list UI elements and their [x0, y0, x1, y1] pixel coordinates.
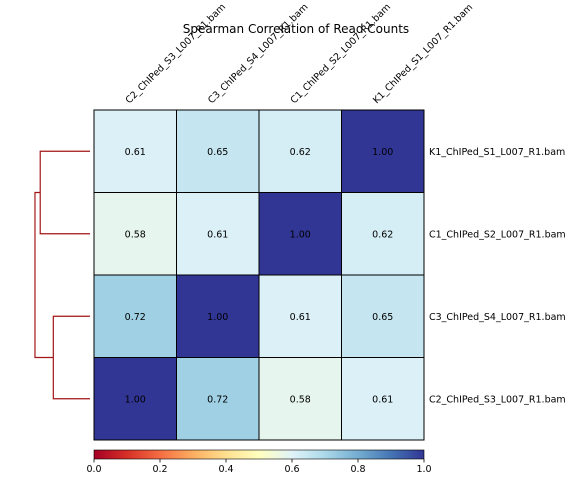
cell-value-label: 0.72 — [207, 394, 228, 405]
dendrogram-branch — [34, 191, 54, 359]
cell-value-label: 0.61 — [207, 229, 228, 240]
heatmap-cell — [258, 274, 342, 358]
cell-value-label: 1.00 — [372, 147, 393, 158]
heatmap-cells: 0.61 0.65 0.62 1.00 0.58 0.61 1.00 0.62 0.72 1.00… — [93, 109, 425, 441]
heatmap-cell — [341, 274, 425, 358]
column-label: C3_ChIPed_S4_L007_R1.bam — [206, 2, 310, 106]
heatmap-cell — [93, 357, 177, 441]
cell-value-label: 0.72 — [125, 312, 146, 323]
row-label: K1_ChIPed_S1_L007_R1.bam — [429, 147, 565, 158]
cell-value-label: 1.00 — [125, 394, 146, 405]
cell-value-label: 0.58 — [290, 394, 311, 405]
colorbar-tick-label: 0.6 — [284, 464, 299, 475]
heatmap-cell — [341, 192, 425, 276]
heatmap-cell — [176, 192, 260, 276]
cell-value-label: 1.00 — [290, 229, 311, 240]
colorbar-tick-label: 0.0 — [86, 464, 101, 475]
heatmap-cell — [341, 357, 425, 441]
colorbar-tick-label: 0.4 — [218, 464, 233, 475]
heatmap-cell — [93, 192, 177, 276]
dendrogram-branch — [39, 150, 90, 235]
colorbar-gradient — [93, 449, 425, 460]
cell-value-label: 0.62 — [372, 229, 393, 240]
column-labels: C2_ChIPed_S3_L007_R1.bamC3_ChIPed_S4_L00… — [124, 2, 476, 106]
cell-value-label: 0.61 — [125, 147, 146, 158]
colorbar: 0.0 0.2 0.4 0.6 0.8 1.0 — [86, 449, 432, 475]
column-label: K1_ChIPed_S1_L007_R1.bam — [371, 2, 475, 106]
column-label: C1_ChIPed_S2_L007_R1.bam — [289, 2, 393, 106]
heatmap-cell — [341, 109, 425, 193]
cell-value-label: 0.58 — [125, 229, 146, 240]
heatmap-cell — [258, 192, 342, 276]
cell-value-label: 1.00 — [207, 312, 228, 323]
cell-value-label: 0.65 — [372, 312, 393, 323]
heatmap-cell — [258, 357, 342, 441]
row-label: C2_ChIPed_S3_L007_R1.bam — [429, 394, 566, 405]
cell-value-label: 0.62 — [290, 147, 311, 158]
row-labels: K1_ChIPed_S1_L007_R1.bam C1_ChIPed_S2_L00… — [429, 147, 566, 406]
colorbar-tick-label: 0.2 — [152, 464, 167, 475]
row-label: C3_ChIPed_S4_L007_R1.bam — [429, 312, 566, 323]
row-dendrogram — [34, 150, 90, 400]
row-label: C1_ChIPed_S2_L007_R1.bam — [429, 229, 566, 240]
colorbar-tick-label: 0.8 — [350, 464, 365, 475]
column-label: C2_ChIPed_S3_L007_R1.bam — [124, 2, 228, 106]
colorbar-ticks: 0.0 0.2 0.4 0.6 0.8 1.0 — [86, 459, 432, 475]
chart-title: Spearman Correlation of Read Counts — [183, 22, 409, 36]
colorbar-tick-label: 1.0 — [416, 464, 431, 475]
cell-value-label: 0.61 — [372, 394, 393, 405]
heatmap-cell — [176, 357, 260, 441]
dendrogram-branch — [52, 315, 90, 400]
cell-value-label: 0.61 — [290, 312, 311, 323]
heatmap-cell — [93, 274, 177, 358]
cell-value-label: 0.65 — [207, 147, 228, 158]
